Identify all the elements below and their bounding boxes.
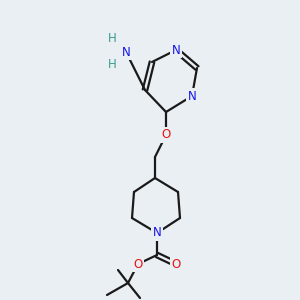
Text: N: N bbox=[153, 226, 161, 239]
Text: N: N bbox=[122, 46, 130, 59]
Text: N: N bbox=[172, 44, 180, 56]
Text: H: H bbox=[108, 32, 116, 44]
Text: N: N bbox=[188, 89, 196, 103]
Text: O: O bbox=[171, 257, 181, 271]
Text: O: O bbox=[134, 257, 142, 271]
Text: O: O bbox=[161, 128, 171, 142]
Text: H: H bbox=[108, 58, 116, 71]
